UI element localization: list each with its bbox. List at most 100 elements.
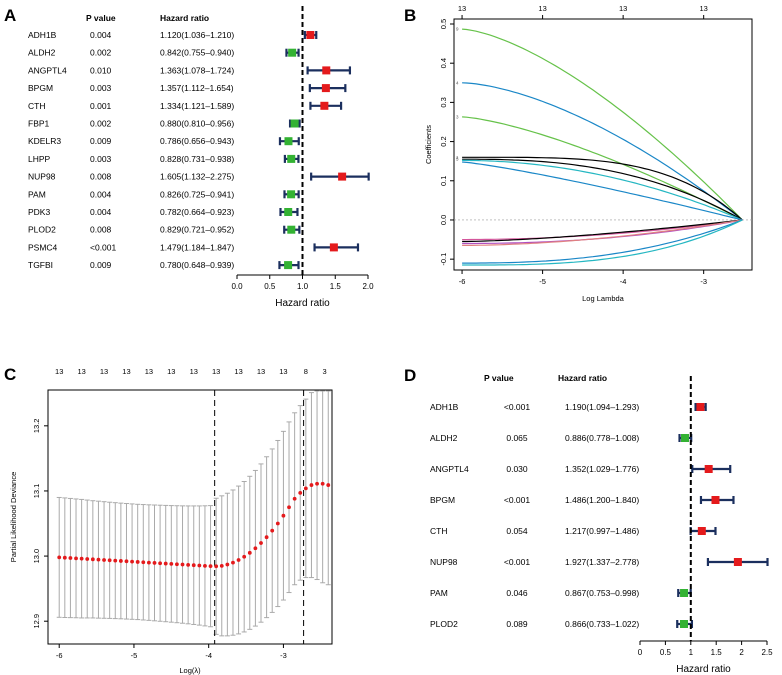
y-tick-label: 0.5	[439, 19, 448, 29]
x-tick-label: -5	[131, 651, 138, 660]
coefficient-path	[462, 28, 743, 221]
hr-point	[322, 66, 331, 75]
path-label: 1	[456, 155, 459, 160]
coefficient-path	[462, 219, 743, 266]
hazard-ratio-text: 0.886(0.778–1.008)	[565, 433, 639, 443]
top-tick-label: 13	[234, 367, 242, 376]
top-tick-label: 13	[167, 367, 175, 376]
plot-frame	[453, 18, 753, 271]
p-value: 0.003	[90, 154, 112, 164]
cv-point	[298, 491, 303, 495]
hr-point	[329, 243, 338, 252]
coefficient-path	[462, 161, 743, 221]
cv-point	[264, 535, 269, 540]
x-tick-label: -6	[459, 277, 466, 286]
cv-point	[259, 541, 263, 545]
p-value: <0.001	[504, 402, 531, 412]
cv-point	[225, 562, 230, 567]
x-tick-label: 0.0	[231, 282, 243, 291]
x-tick-label: 1.5	[711, 648, 723, 657]
hazard-ratio-text: 1.190(1.094–1.293)	[565, 402, 639, 412]
top-tick-label: 13	[700, 4, 708, 13]
cv-point	[270, 528, 275, 533]
cv-point	[124, 559, 129, 564]
hr-point	[680, 589, 689, 597]
y-tick-label: 13.0	[32, 549, 41, 564]
coefficient-path	[462, 219, 743, 243]
cv-point	[68, 556, 73, 560]
panel-a-letter: A	[4, 6, 16, 25]
cv-point	[118, 559, 123, 563]
cv-point	[287, 505, 291, 510]
top-tick-label: 13	[122, 367, 130, 376]
x-tick-label: -3	[280, 651, 287, 660]
p-value: 0.009	[90, 136, 112, 146]
gene-label: PLOD2	[430, 619, 458, 629]
cv-point	[90, 557, 95, 562]
hr-point	[733, 558, 742, 566]
hazard-ratio-text: 1.352(1.029–1.776)	[565, 464, 639, 474]
hr-point	[704, 465, 713, 473]
x-axis-title: Hazard ratio	[275, 298, 330, 309]
hazard-ratio-text: 1.605(1.132–2.275)	[160, 172, 234, 182]
cv-point	[102, 558, 106, 562]
p-value: 0.010	[90, 65, 112, 75]
y-axis-title: Coefficients	[424, 125, 433, 164]
x-tick-label: -6	[56, 651, 63, 660]
hr-point	[284, 137, 293, 146]
gene-label: PLOD2	[28, 225, 56, 235]
cv-point	[163, 561, 168, 566]
y-tick-label: 0.0	[439, 215, 448, 225]
coefficient-path	[462, 219, 743, 264]
y-tick-label: 13.2	[32, 419, 41, 434]
x-axis-title: Hazard ratio	[676, 664, 731, 675]
path-label: 5	[456, 157, 459, 162]
p-value: 0.004	[90, 207, 112, 217]
hr-point	[697, 527, 706, 535]
hr-point	[320, 101, 329, 110]
cv-point	[79, 556, 84, 561]
cv-point	[247, 550, 252, 555]
cv-point	[203, 563, 207, 568]
panel-a-pvalue-header: P value	[86, 13, 116, 23]
top-tick-label: 13	[619, 4, 627, 13]
hr-point	[306, 31, 315, 39]
p-value: <0.001	[90, 242, 117, 252]
x-tick-label: -3	[700, 277, 707, 286]
coefficient-path	[462, 219, 743, 246]
cv-point	[219, 563, 224, 568]
p-value: 0.002	[90, 48, 112, 58]
p-value: 0.004	[90, 189, 112, 199]
panel-d-letter: D	[404, 366, 416, 385]
x-tick-label: 2	[739, 648, 744, 657]
p-value: 0.046	[506, 588, 528, 598]
hazard-ratio-text: 1.927(1.337–2.778)	[565, 557, 639, 567]
panel-a-hr-header: Hazard ratio	[160, 13, 209, 23]
hazard-ratio-text: 0.786(0.656–0.943)	[160, 136, 234, 146]
x-tick-label: 2.0	[362, 282, 374, 291]
x-axis-title: Log Lambda	[582, 294, 625, 303]
hazard-ratio-text: 0.780(0.648–0.939)	[160, 260, 234, 270]
top-tick-label: 13	[77, 367, 85, 376]
cv-point	[191, 563, 196, 568]
gene-label: PSMC4	[28, 242, 58, 252]
y-tick-label: 0.4	[439, 58, 448, 68]
x-tick-label: 2.5	[761, 648, 773, 657]
gene-label: LHPP	[28, 154, 51, 164]
p-value: 0.009	[90, 260, 112, 270]
hazard-ratio-text: 0.866(0.733–1.022)	[565, 619, 639, 629]
y-tick-label: 13.1	[32, 484, 41, 499]
cv-point	[303, 486, 308, 491]
cv-point	[158, 561, 163, 566]
p-value: <0.001	[504, 495, 531, 505]
coefficient-path	[462, 82, 743, 221]
x-tick-label: 0	[638, 648, 643, 657]
x-tick-label: 0.5	[660, 648, 672, 657]
x-tick-label: 1.0	[297, 282, 309, 291]
cv-point	[146, 560, 151, 565]
cv-point	[113, 558, 118, 563]
hazard-ratio-text: 1.217(0.997–1.486)	[565, 526, 639, 536]
cv-point	[326, 483, 331, 487]
top-tick-label: 8	[304, 367, 308, 376]
gene-label: ALDH2	[430, 433, 458, 443]
